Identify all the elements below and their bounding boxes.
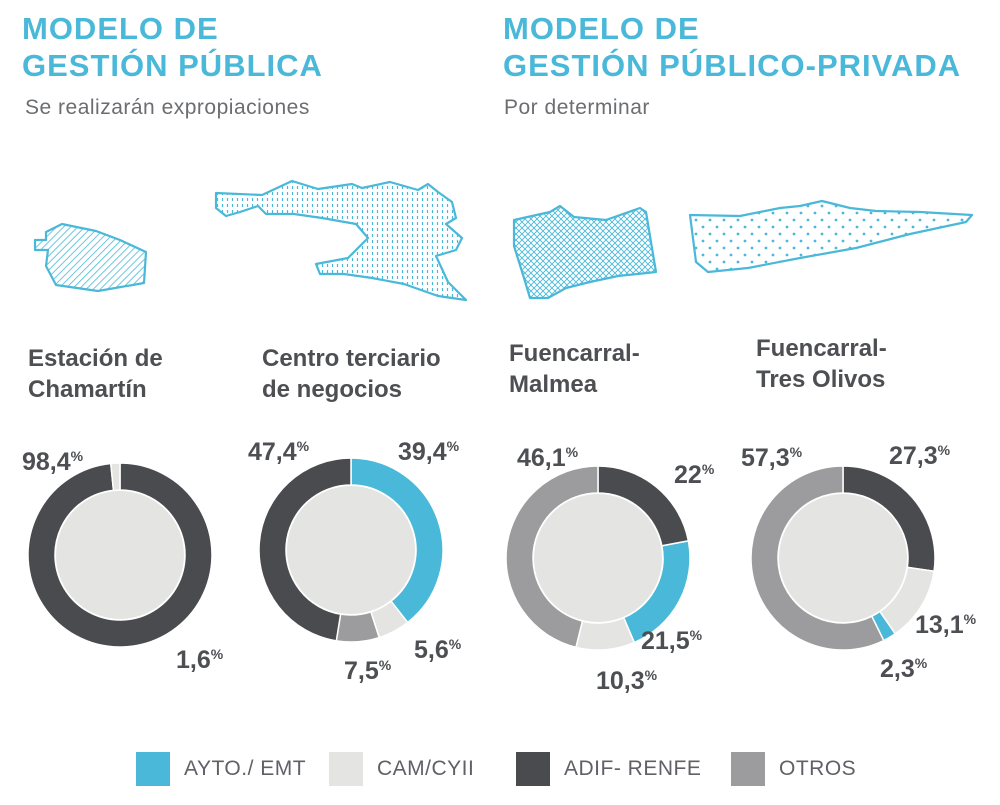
site-name-line1: Fuencarral- [756,335,887,362]
donut-slice [109,462,121,492]
slice-label: 27,3% [889,442,951,470]
donut-hole [287,486,415,614]
slice-label: 7,5% [344,657,392,685]
slice-label: 46,1% [517,444,579,472]
map-fuencarral-malmea [512,204,658,300]
section-title-line2: GESTIÓN PÚBLICA [22,48,323,83]
donut-slice [27,462,213,648]
legend-label: CAM/CYII [377,757,475,780]
donut-hole [56,491,184,619]
site-name-line2: de negocios [262,376,403,403]
donut-slice [335,610,381,643]
donut-hole [534,494,662,622]
site-name-malmea: Fuencarral- Malmea [509,338,640,400]
slice-label: 2,3% [880,655,928,683]
legend-item-cam-cyii: CAM/CYII [329,752,474,786]
section-title-line2: GESTIÓN PÚBLICO-PRIVADA [503,48,962,83]
site-name-line2: Tres Olivos [756,366,886,393]
section-title-mixed: MODELO DE GESTIÓN PÚBLICO-PRIVADA [503,10,961,84]
site-name-line1: Estación de [28,345,163,372]
legend-swatch [516,752,550,786]
donut-chart-2: 22% 21,5% 10,3% 46,1% [505,444,715,695]
legend-label: ADIF- RENFE [564,757,702,780]
legend-swatch [731,752,765,786]
legend-swatch [329,752,363,786]
slice-label: 1,6% [176,646,224,674]
legend-label: OTROS [779,757,857,780]
slice-label: 10,3% [596,667,658,695]
section-title-line1: MODELO DE [22,11,219,46]
legend-label: AYTO./ EMT [184,757,307,780]
map-fuencarral-tres-olivos [688,199,974,274]
section-subtitle-mixed: Por determinar [504,96,650,119]
slice-label: 39,4% [398,438,460,466]
donut-chart-1: 39,4% 5,6% 7,5% 47,4% [248,438,462,685]
section-title-public: MODELO DE GESTIÓN PÚBLICA [22,10,323,84]
donut-hole [779,494,907,622]
slice-label: 13,1% [915,611,977,639]
legend-item-otros: OTROS [731,752,856,786]
site-name-line2: Chamartín [28,376,147,403]
site-name-chamartin: Estación de Chamartín [28,343,163,405]
section-subtitle-public: Se realizarán expropiaciones [25,96,310,119]
legend-item-ayto-emt: AYTO./ EMT [136,752,306,786]
site-name-line1: Centro terciario [262,345,441,372]
slice-label: 98,4% [22,448,84,476]
slice-label: 47,4% [248,438,310,466]
donut-slice [750,465,885,651]
legend-item-adif-renfe: ADIF- RENFE [516,752,701,786]
slice-label: 5,6% [414,636,462,664]
site-name-tres-olivos: Fuencarral- Tres Olivos [756,333,887,395]
map-estacion-chamartin [33,222,148,293]
donut-slice [350,457,444,624]
site-name-line2: Malmea [509,371,598,398]
donut-slice [258,457,352,642]
donut-slice [575,616,636,651]
donut-chart-0: 98,4% 1,6% [22,448,224,674]
site-outlines [33,179,974,302]
slice-label: 21,5% [641,627,703,655]
slice-label: 57,3% [741,444,803,472]
site-name-centro-terciario: Centro terciario de negocios [262,343,441,405]
site-name-line1: Fuencarral- [509,340,640,367]
slice-label: 22% [674,461,715,489]
legend-swatch [136,752,170,786]
donut-slice [505,465,599,649]
map-centro-terciario [214,179,468,302]
section-title-line1: MODELO DE [503,11,700,46]
donut-chart-3: 27,3% 13,1% 2,3% 57,3% [741,442,977,683]
